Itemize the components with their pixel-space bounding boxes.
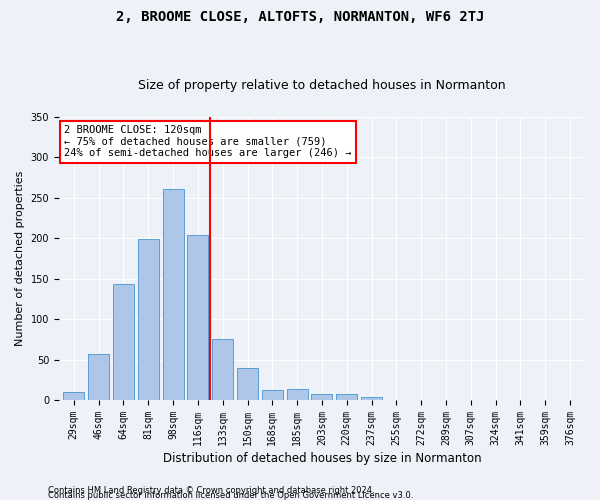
Bar	[237, 368, 258, 400]
Bar	[336, 394, 358, 400]
Text: 2, BROOME CLOSE, ALTOFTS, NORMANTON, WF6 2TJ: 2, BROOME CLOSE, ALTOFTS, NORMANTON, WF6…	[116, 10, 484, 24]
Y-axis label: Number of detached properties: Number of detached properties	[15, 170, 25, 346]
Bar	[63, 392, 85, 400]
Bar	[187, 235, 208, 400]
Bar	[137, 239, 159, 400]
Text: Contains HM Land Registry data © Crown copyright and database right 2024.: Contains HM Land Registry data © Crown c…	[48, 486, 374, 495]
Bar	[113, 284, 134, 400]
Bar	[88, 354, 109, 400]
Bar	[163, 189, 184, 400]
Bar	[262, 390, 283, 400]
Text: Contains public sector information licensed under the Open Government Licence v3: Contains public sector information licen…	[48, 491, 413, 500]
X-axis label: Distribution of detached houses by size in Normanton: Distribution of detached houses by size …	[163, 452, 481, 465]
Bar	[287, 389, 308, 400]
Bar	[212, 340, 233, 400]
Bar	[361, 397, 382, 400]
Bar	[311, 394, 332, 400]
Title: Size of property relative to detached houses in Normanton: Size of property relative to detached ho…	[138, 79, 506, 92]
Text: 2 BROOME CLOSE: 120sqm
← 75% of detached houses are smaller (759)
24% of semi-de: 2 BROOME CLOSE: 120sqm ← 75% of detached…	[64, 126, 352, 158]
